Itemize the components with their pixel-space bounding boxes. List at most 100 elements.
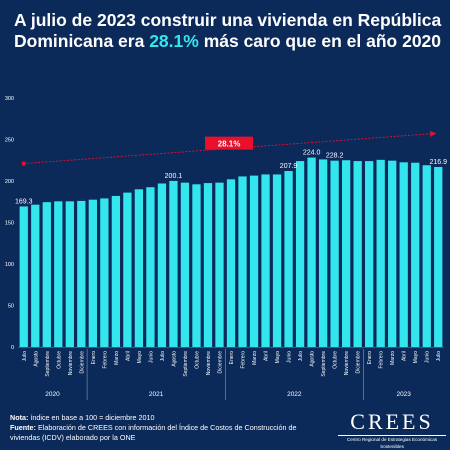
- title-highlight: 28.1%: [149, 31, 199, 51]
- bar: [388, 160, 397, 347]
- data-label: 207.9: [280, 163, 298, 170]
- x-tick-label: Enero: [91, 351, 97, 365]
- x-tick-label: Agosto: [33, 351, 39, 367]
- x-tick-label: Noviembre: [206, 351, 212, 375]
- source-text: Elaboración de CREES con información del…: [10, 423, 297, 442]
- bar: [203, 183, 213, 347]
- x-tick-label: Octubre: [194, 351, 200, 369]
- note-line: Nota: índice en base a 100 = diciembre 2…: [10, 413, 310, 423]
- bar: [77, 200, 86, 347]
- bar: [411, 162, 420, 347]
- x-tick-label: Septiembre: [183, 351, 189, 377]
- bar: [353, 161, 362, 347]
- x-tick-label: Julio: [160, 351, 166, 362]
- trend-start-dot: [21, 161, 26, 166]
- x-tick-label: Septiembre: [45, 351, 51, 377]
- bar: [157, 183, 167, 347]
- bar: [307, 157, 316, 347]
- bar: [376, 159, 385, 347]
- trend-arrowhead: [430, 130, 437, 137]
- year-label: 2021: [149, 391, 164, 398]
- x-tick-label: Abril: [402, 351, 408, 361]
- bar: [65, 201, 74, 347]
- x-tick-label: Agosto: [310, 351, 316, 367]
- y-tick-label: 300: [5, 96, 14, 102]
- trend-label-box: [205, 136, 253, 150]
- x-tick-label: Octubre: [56, 351, 62, 369]
- bar: [226, 179, 236, 347]
- x-tick-label: Marzo: [114, 351, 120, 365]
- x-tick-label: Junio: [287, 351, 293, 363]
- x-tick-label: Octubre: [333, 351, 339, 369]
- bar: [422, 165, 431, 347]
- x-tick-label: Diciembre: [79, 351, 85, 374]
- y-tick-label: 200: [5, 179, 14, 185]
- x-tick-label: Abril: [264, 351, 270, 361]
- data-label: 224.0: [303, 150, 321, 157]
- bar: [295, 161, 305, 347]
- bar: [42, 202, 51, 347]
- bar: [284, 171, 293, 347]
- x-tick-label: Enero: [229, 351, 235, 365]
- y-tick-label: 250: [5, 138, 14, 144]
- bar: [238, 176, 247, 347]
- x-tick-label: Junio: [425, 351, 431, 363]
- footer: Nota: índice en base a 100 = diciembre 2…: [10, 413, 310, 443]
- logo-subtitle: Centro Regional de Estrategias Económica…: [338, 435, 446, 450]
- bar: [146, 187, 155, 347]
- x-tick-label: Mayo: [137, 351, 143, 363]
- year-label: 2020: [45, 391, 60, 398]
- x-tick-label: Julio: [436, 351, 442, 362]
- x-tick-label: Julio: [298, 351, 304, 362]
- bar: [111, 195, 121, 347]
- x-tick-label: Marzo: [252, 351, 258, 365]
- year-label: 2023: [396, 391, 411, 398]
- title-part-2: más caro que en el año 2020: [198, 31, 442, 51]
- bar: [100, 198, 109, 347]
- x-tick-label: Julio: [22, 351, 28, 362]
- year-label: 2022: [287, 391, 302, 398]
- x-tick-label: Junio: [148, 351, 154, 363]
- bar: [215, 182, 224, 347]
- bar: [31, 204, 40, 347]
- bar: [318, 159, 328, 347]
- bar: [365, 161, 374, 347]
- source-label: Fuente:: [10, 423, 36, 432]
- bar: [169, 180, 178, 347]
- bar: [272, 174, 282, 347]
- bar: [192, 184, 201, 347]
- bar: [330, 160, 339, 347]
- crees-logo: CREES Centro Regional de Estrategias Eco…: [338, 410, 446, 450]
- x-tick-label: Noviembre: [344, 351, 350, 375]
- bar: [434, 166, 443, 347]
- note-text: índice en base a 100 = diciembre 2010: [28, 413, 155, 422]
- x-tick-label: Diciembre: [356, 351, 362, 374]
- note-label: Nota:: [10, 413, 29, 422]
- bar: [249, 175, 259, 347]
- y-tick-label: 150: [5, 221, 14, 227]
- title-part-1: A julio de 2023 construir una vivienda e…: [14, 10, 442, 51]
- x-tick-label: Febrero: [241, 351, 247, 369]
- bar: [19, 206, 28, 347]
- trend-label: 28.1%: [218, 140, 241, 149]
- x-tick-label: Diciembre: [217, 351, 223, 374]
- x-tick-label: Marzo: [390, 351, 396, 365]
- data-label: 228.2: [326, 153, 344, 160]
- bar: [134, 189, 144, 347]
- x-tick-label: Enero: [367, 351, 373, 365]
- x-tick-label: Septiembre: [321, 351, 327, 377]
- bar: [54, 201, 63, 347]
- bar: [123, 192, 132, 347]
- x-tick-label: Agosto: [171, 351, 177, 367]
- x-tick-label: Febrero: [379, 351, 385, 369]
- data-label: 169.3: [15, 198, 33, 205]
- y-tick-label: 100: [5, 262, 14, 268]
- x-tick-label: Febrero: [102, 351, 108, 369]
- x-tick-label: Mayo: [275, 351, 281, 363]
- data-label: 200.1: [165, 173, 183, 180]
- data-label: 216.9: [429, 159, 447, 166]
- source-line: Fuente: Elaboración de CREES con informa…: [10, 423, 310, 443]
- logo-name: CREES: [350, 409, 434, 434]
- x-tick-label: Noviembre: [68, 351, 74, 375]
